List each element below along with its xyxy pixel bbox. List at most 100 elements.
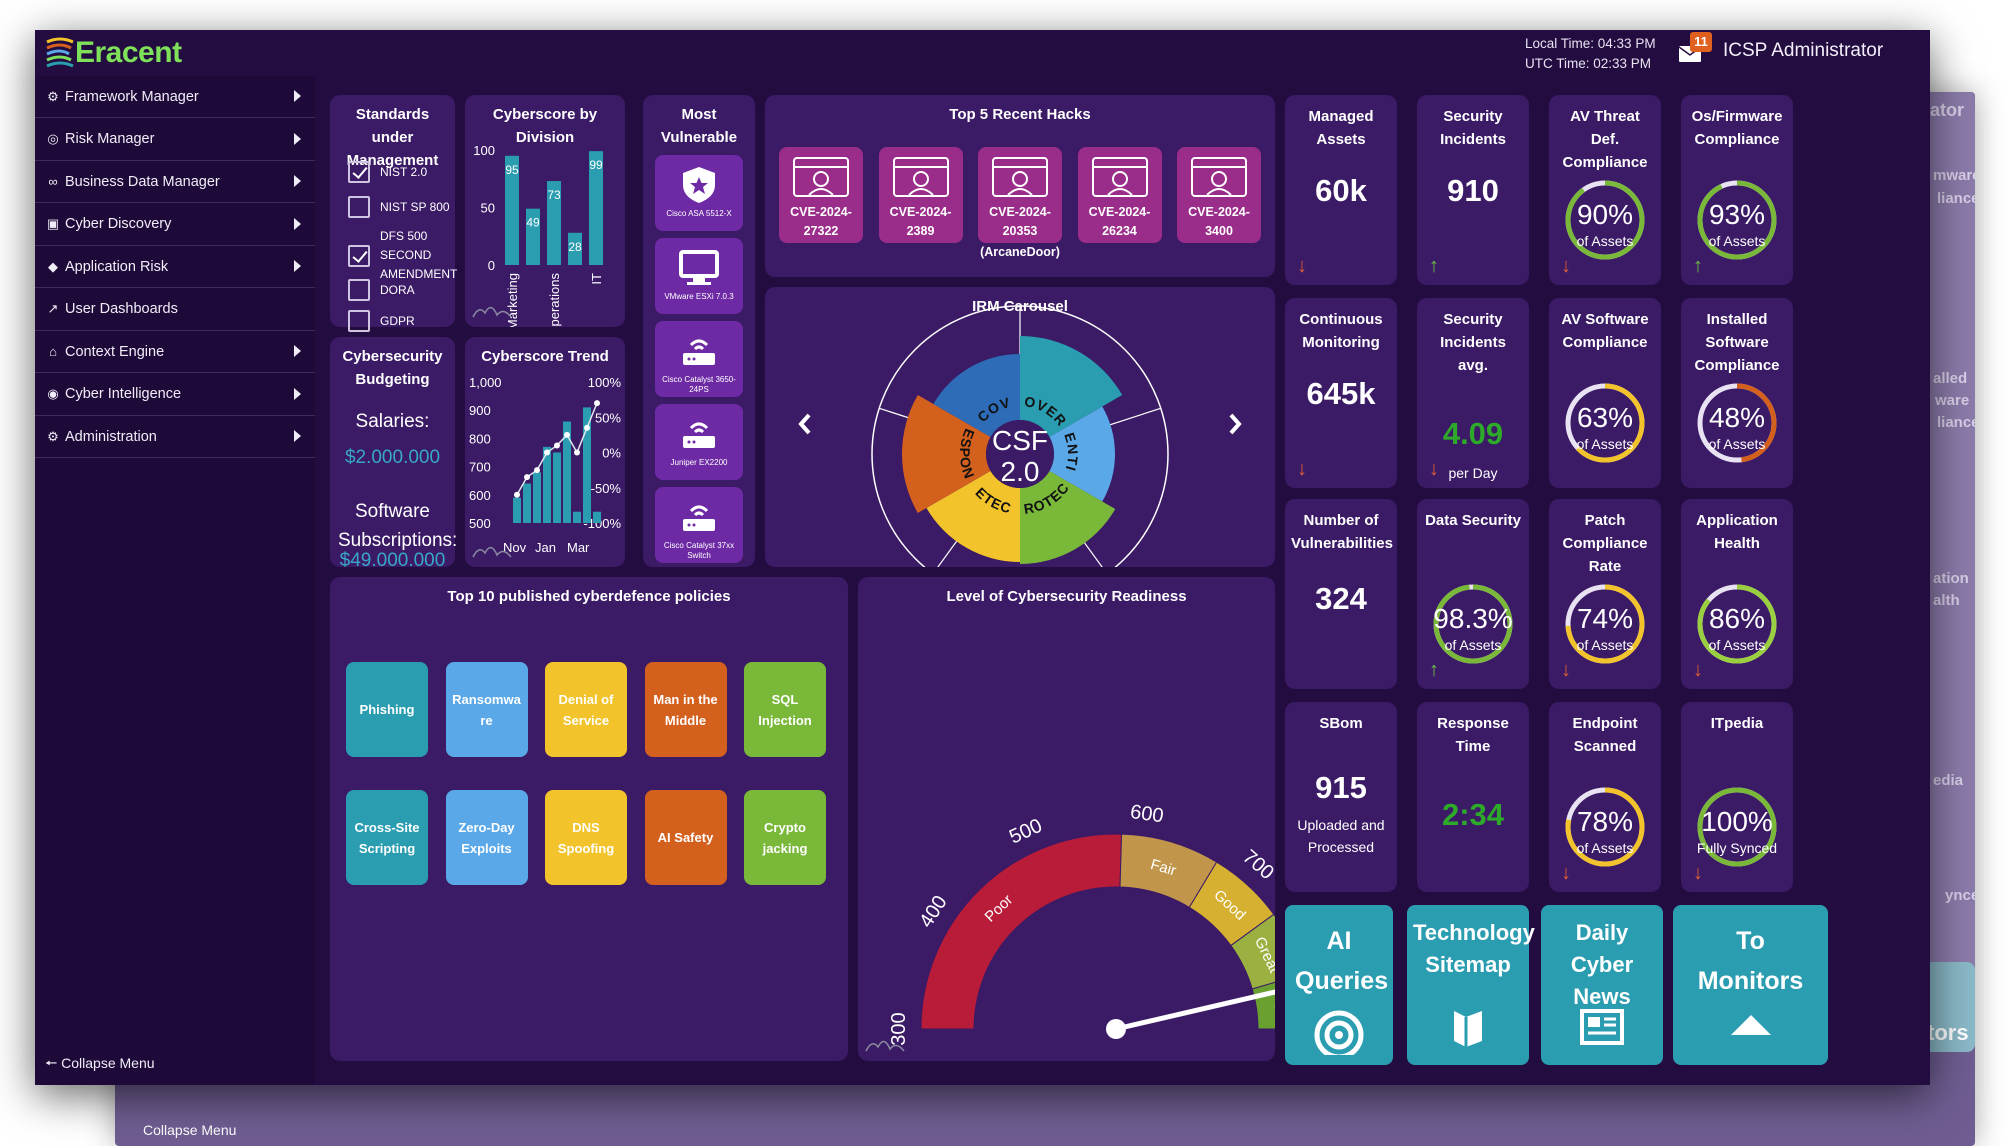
hack-id-line2: 2389: [906, 224, 935, 238]
notification-badge[interactable]: 11: [1690, 32, 1712, 52]
sidebar-item-label: Context Engine: [65, 343, 165, 360]
chevron-right-icon: [294, 132, 301, 145]
metric-percent-sub: of Assets: [1576, 233, 1634, 249]
collapse-menu-button[interactable]: 🠔 Collapse Menu: [45, 1053, 155, 1077]
hack-tile[interactable]: CVE-2024- 3400: [1177, 147, 1261, 243]
checkbox[interactable]: [348, 279, 370, 301]
policy-label: Denial of Service: [558, 691, 614, 728]
standard-label: NIST 2.0: [380, 164, 428, 179]
vulnerable-asset[interactable]: Cisco ASA 5512-X: [655, 155, 743, 231]
checkbox[interactable]: [348, 244, 370, 267]
policy-label: Ransomwa re: [452, 691, 521, 728]
checkbox[interactable]: [348, 196, 370, 218]
metric-app_health[interactable]: Application Health 86% of Assets ↓: [1681, 499, 1793, 689]
metric-inst_sw[interactable]: Installed Software Compliance 48% of Asset…: [1681, 298, 1793, 488]
sidebar-item-cyber-intelligence[interactable]: ◉ Cyber Intelligence: [35, 374, 315, 416]
policy-tile[interactable]: Crypto jacking: [744, 790, 826, 885]
hack-tile[interactable]: CVE-2024- 27322: [779, 147, 863, 243]
vulnerable-asset[interactable]: Cisco Catalyst 3650-24PS: [655, 321, 743, 397]
sidebar-item-context-engine[interactable]: ⌂ Context Engine: [35, 331, 315, 373]
policies-title: Top 10 published cyberdefence policies: [447, 588, 731, 605]
policy-tile[interactable]: SQL Injection: [744, 662, 826, 757]
checkbox[interactable]: [348, 310, 370, 332]
bg-label: alth: [1933, 592, 1960, 609]
asset-label: Cisco ASA 5512-X: [666, 209, 732, 218]
hack-tile[interactable]: CVE-2024- 2389: [878, 147, 963, 243]
metric-cont_mon[interactable]: Continuous Monitoring 645k ↓: [1285, 298, 1397, 488]
policy-tile[interactable]: DNS Spoofing: [545, 790, 627, 885]
policy-tile[interactable]: AI Safety: [644, 790, 727, 885]
dashboard-window: Eracent Local Time: 04:33 PM UTC Time: 0…: [35, 30, 1930, 1085]
metric-patch[interactable]: Patch Compliance Rate 74% of Assets ↓: [1549, 499, 1661, 689]
chevron-right-icon: [1229, 413, 1242, 435]
policy-tile[interactable]: Zero-Day Exploits: [445, 790, 528, 885]
bar: [505, 155, 519, 265]
progress-ring: [1433, 584, 1513, 664]
standard-item[interactable]: NIST 2.0: [348, 161, 453, 183]
vulnerable-asset[interactable]: VMware ESXi 7.0.3: [655, 238, 743, 314]
asset-label: VMware ESXi 7.0.3: [664, 292, 734, 301]
arrow-up-icon: ↑: [1429, 255, 1439, 277]
metric-incidents[interactable]: Security Incidents 910 ↑: [1417, 95, 1529, 285]
metric-av_sw[interactable]: AV Software Compliance 63% of Assets: [1549, 298, 1661, 488]
metric-endpoint[interactable]: Endpoint Scanned 78% of Assets ↓: [1549, 702, 1661, 892]
sidebar-item-framework-manager[interactable]: ⚙ Framework Manager: [35, 76, 315, 118]
gauge-tick-label: 400: [915, 892, 952, 932]
checkbox[interactable]: [348, 161, 370, 183]
standard-item[interactable]: DORA: [348, 279, 453, 301]
metric-os_fw[interactable]: Os/Firmware Compliance 93% of Assets ↑: [1681, 95, 1793, 285]
bar: [593, 511, 601, 523]
policy-tile[interactable]: Cross-Site Scripting: [346, 790, 428, 885]
policy-tile[interactable]: Denial of Service: [545, 662, 627, 757]
sidebar-item-user-dashboards[interactable]: ↗ User Dashboards: [35, 289, 315, 331]
metric-title: Os/Firmware Compliance: [1691, 108, 1783, 148]
metric-resp_time[interactable]: Response Time 2:34: [1417, 702, 1529, 892]
vulnerable-asset[interactable]: Juniper EX2200: [655, 404, 743, 480]
hack-tile[interactable]: CVE-2024- 20353 (ArcaneDoor): [978, 147, 1062, 259]
vulnerable-asset[interactable]: Cisco Catalyst 37xx Switch: [655, 487, 743, 563]
logo[interactable]: Eracent: [45, 36, 182, 70]
metric-itpedia[interactable]: ITpedia 100% Fully Synced ↓: [1681, 702, 1793, 892]
metric-inc_avg[interactable]: Security Incidents avg. 4.09 per Day ↓: [1417, 298, 1529, 488]
newspaper-icon: [1580, 1009, 1624, 1045]
metric-percent: 86%: [1708, 603, 1766, 634]
carousel-prev-button[interactable]: [795, 409, 815, 439]
action-map[interactable]: Technology Sitemap: [1407, 905, 1535, 1065]
metric-sbom[interactable]: SBom 915 Uploaded and Processed: [1285, 702, 1397, 892]
policy-tile[interactable]: Phishing: [346, 662, 428, 757]
metric-value: 2:34: [1441, 797, 1505, 832]
hack-tile[interactable]: CVE-2024- 26234: [1077, 147, 1162, 243]
carousel-next-button[interactable]: [1225, 409, 1245, 439]
line-point: [594, 400, 600, 407]
chevron-right-icon: [294, 387, 301, 400]
metric-percent-sub: of Assets: [1576, 637, 1634, 653]
sidebar-item-cyber-discovery[interactable]: ▣ Cyber Discovery: [35, 204, 315, 246]
progress-arc: [1697, 383, 1777, 463]
sidebar-item-business-data-manager[interactable]: ∞ Business Data Manager: [35, 161, 315, 203]
metric-data_sec[interactable]: Data Security 98.3% of Assets ↑: [1417, 499, 1529, 689]
action-target[interactable]: AI Queries: [1285, 905, 1393, 1065]
irm-wheel[interactable]: CSF2.0GOVERNIDENTIFYPROTECTDETECTRESPOND…: [765, 287, 1275, 567]
metric-managed[interactable]: Managed Assets 60k ↓: [1285, 95, 1397, 285]
user-name[interactable]: ICSP Administrator: [1723, 40, 1884, 61]
sidebar-item-label: Risk Manager: [65, 131, 155, 147]
utc-time: UTC Time: 02:33 PM: [1525, 56, 1652, 71]
readiness-title: Level of Cybersecurity Readiness: [946, 588, 1187, 605]
standard-item[interactable]: GDPR: [348, 310, 453, 332]
standard-item[interactable]: DFS 500 SECOND AMENDMENT: [348, 227, 457, 284]
policy-tile[interactable]: Man in the Middle: [644, 662, 727, 757]
metric-value: 60k: [1315, 173, 1367, 208]
globe-icon: ◎: [47, 131, 59, 146]
standard-item[interactable]: NIST SP 800: [348, 196, 453, 218]
policy-label: DNS Spoofing: [557, 819, 615, 856]
action-triangle-up[interactable]: To Monitors: [1673, 905, 1828, 1065]
sidebar-item-application-risk[interactable]: ◆ Application Risk: [35, 246, 315, 288]
hack-id-line1: CVE-2024-: [1188, 205, 1250, 219]
metric-num_vuln[interactable]: Number of Vulnerabilities 324: [1285, 499, 1397, 689]
sidebar-item-administration[interactable]: ⚙ Administration: [35, 416, 315, 458]
policy-tile[interactable]: Ransomwa re: [445, 662, 528, 757]
x-tick-label: Operations: [547, 273, 562, 327]
metric-av_threat[interactable]: AV Threat Def. Compliance 90% of Assets ↓: [1549, 95, 1661, 285]
sidebar-item-risk-manager[interactable]: ◎ Risk Manager: [35, 119, 315, 161]
action-newspaper[interactable]: Daily Cyber News: [1541, 905, 1663, 1065]
